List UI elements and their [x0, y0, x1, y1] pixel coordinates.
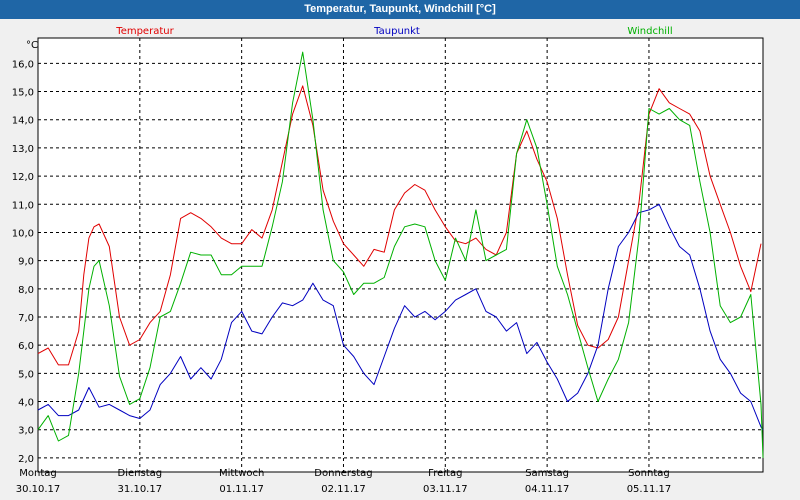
series-line-windchill	[37, 51, 764, 458]
legend-windchill: Windchill	[627, 26, 672, 37]
x-tick-date: 02.11.17	[321, 484, 366, 495]
y-tick-label: 11,0	[12, 200, 34, 211]
y-tick-label: 4,0	[18, 398, 34, 409]
legend-temperatur: Temperatur	[115, 26, 174, 37]
y-tick-label: 7,0	[18, 313, 34, 324]
y-tick-label: 16,0	[12, 59, 34, 70]
chart: 16,0 15,0 14,0 13,0 12,0 11,0 10,0 9,0 8,0 7,0 6,0…	[12, 26, 764, 495]
plot-area	[37, 37, 764, 473]
x-tick-day: Mittwoch	[219, 468, 264, 479]
chart-title: Temperatur, Taupunkt, Windchill [°C]	[0, 0, 800, 19]
legend-taupunkt: Taupunkt	[373, 26, 420, 37]
y-tick-label: 3,0	[18, 426, 34, 437]
x-tick-day: Donnerstag	[314, 468, 372, 479]
series-group	[37, 51, 764, 458]
y-tick-label: 14,0	[12, 116, 34, 127]
grid	[38, 38, 763, 472]
x-tick-date: 30.10.17	[16, 484, 61, 495]
x-tick-date: 03.11.17	[423, 484, 468, 495]
x-tick-date: 05.11.17	[627, 484, 672, 495]
x-tick-date: 01.11.17	[219, 484, 264, 495]
x-tick-day: Montag	[19, 468, 56, 479]
x-ticks: Montag 30.10.17 Dienstag 31.10.17 Mittwoch 01…	[16, 468, 671, 495]
y-tick-label: 10,0	[12, 228, 34, 239]
y-tick-label: 5,0	[18, 369, 34, 380]
series-line-temperatur	[37, 85, 762, 366]
y-tick-label: 2,0	[18, 454, 34, 465]
x-tick-date: 31.10.17	[118, 484, 163, 495]
y-tick-label: 15,0	[12, 88, 34, 99]
y-tick-label: 12,0	[12, 172, 34, 183]
legend: Temperatur Taupunkt Windchill	[115, 26, 672, 37]
y-tick-label: 6,0	[18, 341, 34, 352]
y-ticks: 16,0 15,0 14,0 13,0 12,0 11,0 10,0 9,0 8,0 7,0 6,0…	[12, 59, 34, 465]
series-line-taupunkt	[37, 203, 764, 430]
y-tick-label: 8,0	[18, 285, 34, 296]
x-tick-day: Samstag	[525, 468, 569, 479]
y-tick-label: 9,0	[18, 257, 34, 268]
x-tick-date: 04.11.17	[525, 484, 570, 495]
x-tick-day: Sonntag	[628, 468, 670, 479]
x-tick-day: Freitag	[428, 468, 462, 479]
x-tick-day: Dienstag	[118, 468, 163, 479]
y-tick-label: 13,0	[12, 144, 34, 155]
y-axis-label: °C	[26, 40, 38, 51]
